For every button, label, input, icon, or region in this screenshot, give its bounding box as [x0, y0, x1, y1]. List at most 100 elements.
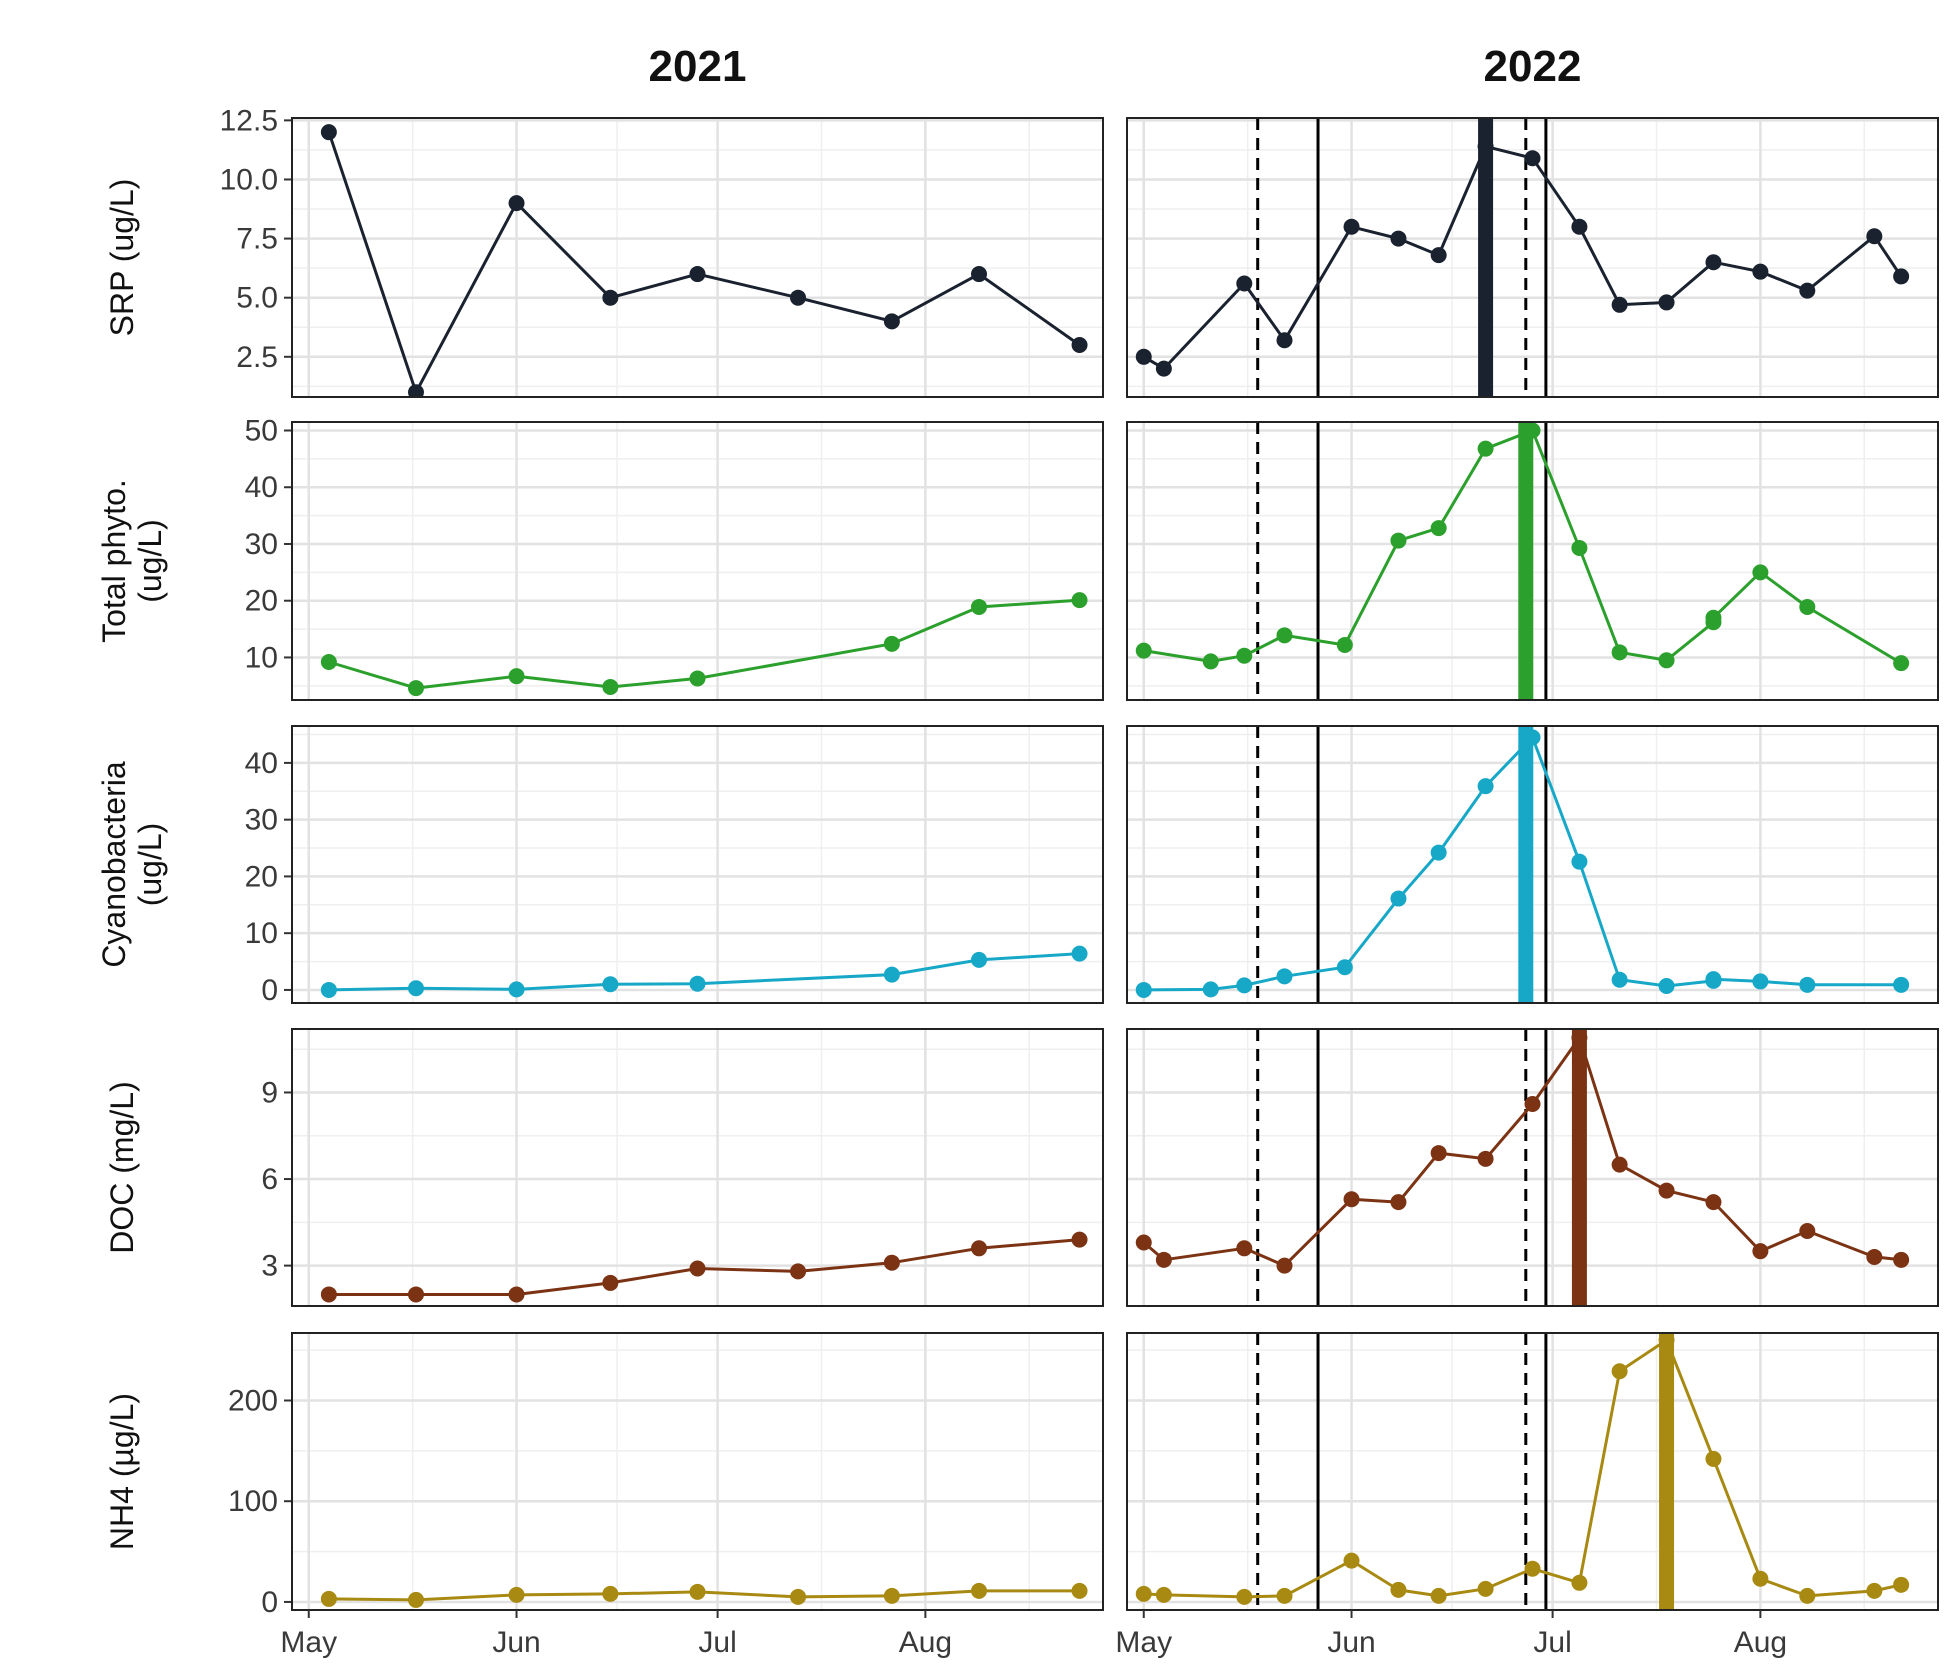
data-point	[1135, 981, 1152, 998]
data-point	[1866, 228, 1883, 245]
y-tick-label: 3	[261, 1250, 278, 1283]
data-point	[1524, 1096, 1541, 1113]
data-point	[1705, 1450, 1722, 1467]
panel-2021-row-0	[291, 117, 1104, 398]
data-point	[1430, 1587, 1447, 1604]
data-point	[883, 1587, 900, 1604]
panel-row-0: SRP (ug/L) 2.5 5.0 7.5 10.0 12.5	[104, 104, 1939, 398]
data-point	[1799, 282, 1816, 299]
data-point	[1276, 332, 1293, 349]
data-point	[1705, 971, 1722, 988]
y-tick-label: 30	[245, 804, 278, 837]
data-point	[883, 966, 900, 983]
data-point	[1071, 336, 1088, 353]
data-point	[1705, 609, 1722, 626]
grid	[1127, 1029, 1938, 1306]
grid	[1127, 118, 1938, 397]
data-point	[508, 668, 525, 685]
panel-border	[291, 421, 1104, 701]
panel-border	[1126, 725, 1939, 1004]
x-tick-label: Jun	[1327, 1626, 1375, 1659]
y-tick-label: 9	[261, 1076, 278, 1109]
data-point	[1430, 1145, 1447, 1162]
data-point	[1752, 1570, 1769, 1587]
data-point	[602, 678, 619, 695]
x-tick-label: Aug	[1734, 1626, 1787, 1659]
data-point	[1390, 890, 1407, 907]
data-point	[1893, 1251, 1910, 1268]
data-point	[1236, 275, 1253, 292]
data-point	[790, 1263, 807, 1280]
series-line	[328, 598, 1080, 690]
data-layer	[1135, 726, 1910, 1003]
panel-border	[1126, 117, 1939, 398]
data-point	[1866, 1248, 1883, 1265]
data-point	[1571, 539, 1588, 556]
y-axis-title: SRP (ug/L)	[104, 179, 140, 337]
data-point	[790, 1588, 807, 1605]
data-point	[1135, 1585, 1152, 1602]
data-point	[1611, 1363, 1628, 1380]
data-point	[1752, 973, 1769, 990]
data-layer	[320, 592, 1088, 697]
data-point	[1276, 968, 1293, 985]
data-point	[1276, 1587, 1293, 1604]
panel-border	[1126, 1332, 1939, 1611]
data-point	[689, 1583, 706, 1600]
data-point	[971, 266, 988, 283]
data-point	[1336, 959, 1353, 976]
data-point	[1135, 348, 1152, 365]
data-point	[1236, 1240, 1253, 1257]
data-point	[1658, 1182, 1675, 1199]
x-axis: May Jun Jul Aug May Jun Jul Aug	[280, 1610, 1787, 1659]
data-point	[1524, 150, 1541, 167]
data-point	[602, 976, 619, 993]
data-point	[407, 1591, 424, 1608]
data-point	[407, 680, 424, 697]
data-layer	[320, 1231, 1088, 1303]
panel-2022-row-0	[1126, 117, 1939, 398]
data-point	[1155, 1251, 1172, 1268]
y-axis-title: NH4 (µg/L)	[104, 1393, 140, 1550]
y-tick-label: 40	[245, 471, 278, 504]
data-point	[971, 598, 988, 615]
data-point	[1893, 268, 1910, 285]
panel-2021-row-1	[291, 421, 1104, 701]
series-line	[328, 952, 1080, 992]
data-layer	[1135, 1333, 1910, 1610]
data-point	[1236, 647, 1253, 664]
data-point	[1390, 532, 1407, 549]
data-point	[1658, 652, 1675, 669]
data-point	[1343, 1552, 1360, 1569]
data-point	[602, 1585, 619, 1602]
data-layer	[320, 124, 1088, 397]
data-point	[1658, 294, 1675, 311]
data-point	[1477, 1150, 1494, 1167]
data-layer	[1135, 422, 1910, 700]
panel-border	[291, 1028, 1104, 1307]
data-point	[1477, 778, 1494, 795]
x-tick-label: Jun	[492, 1626, 540, 1659]
data-point	[602, 289, 619, 306]
data-point	[883, 1254, 900, 1271]
data-point	[1658, 977, 1675, 994]
data-point	[689, 670, 706, 687]
data-point	[1524, 729, 1541, 746]
data-point	[407, 1286, 424, 1303]
data-point	[1524, 422, 1541, 439]
facet-title-2021: 2021	[649, 42, 747, 91]
y-tick-label: 30	[245, 528, 278, 561]
facet-title-2022: 2022	[1484, 42, 1582, 91]
grid	[292, 118, 1103, 397]
data-point	[1571, 1574, 1588, 1591]
panel-2021-row-2	[291, 725, 1104, 1004]
data-point	[320, 1286, 337, 1303]
panel-2021-row-3	[291, 1028, 1104, 1307]
data-point	[1071, 945, 1088, 962]
data-point	[1135, 642, 1152, 659]
y-tick-label: 20	[245, 860, 278, 893]
data-point	[971, 1240, 988, 1257]
grid	[292, 422, 1103, 700]
panel-row-1: Total phyto. (ug/L) 10 20 30 40 50	[96, 415, 1939, 701]
